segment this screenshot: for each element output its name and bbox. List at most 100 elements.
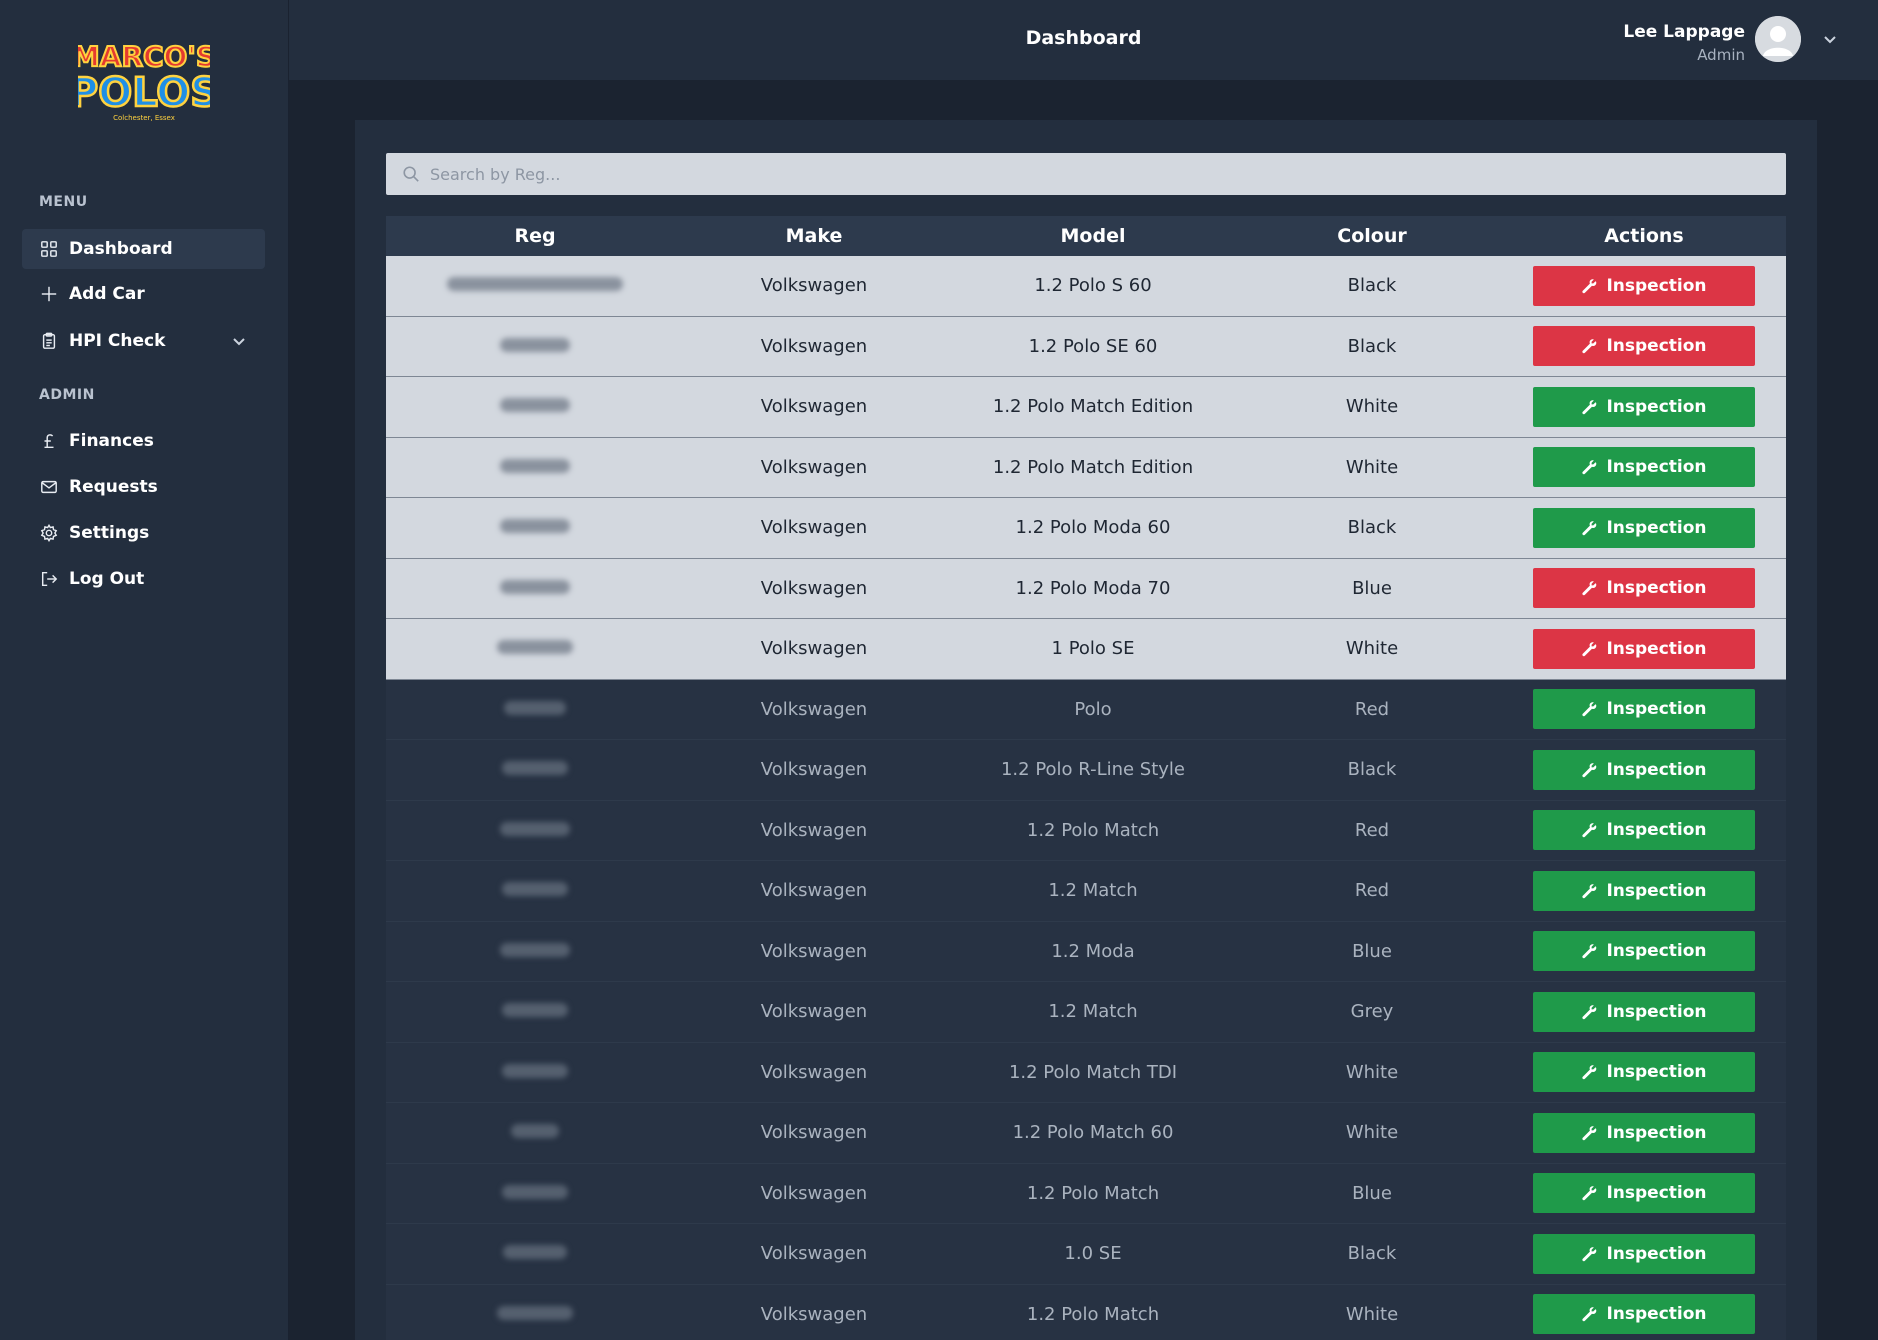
cell-reg bbox=[386, 578, 684, 599]
header-reg: Reg bbox=[514, 225, 556, 247]
wrench-icon bbox=[1582, 944, 1597, 959]
cell-model: 1.2 Moda bbox=[1051, 940, 1135, 962]
wrench-icon bbox=[1582, 763, 1597, 777]
reg-redacted bbox=[504, 700, 566, 715]
inspection-label: Inspection bbox=[1606, 941, 1707, 962]
inspection-button[interactable]: Inspection bbox=[1533, 447, 1755, 488]
cell-make: Volkswagen bbox=[760, 275, 868, 297]
table-row: Volkswagen Polo Red Inspection bbox=[386, 679, 1786, 740]
admin-heading: ADMIN bbox=[39, 387, 95, 403]
cell-make: Volkswagen bbox=[760, 396, 868, 418]
cell-colour: Black bbox=[1347, 335, 1397, 357]
cell-reg bbox=[386, 638, 684, 659]
sidebar-item-label: Add Car bbox=[69, 284, 145, 304]
cell-colour: Blue bbox=[1352, 1182, 1392, 1204]
inspection-button[interactable]: Inspection bbox=[1533, 749, 1755, 790]
inspection-button[interactable]: Inspection bbox=[1533, 810, 1755, 851]
cell-reg bbox=[386, 699, 684, 720]
wrench-icon bbox=[1582, 339, 1597, 354]
table-row: Volkswagen 1.2 Polo Match Edition White Ins… bbox=[386, 437, 1786, 498]
inspection-button[interactable]: Inspection bbox=[1533, 870, 1755, 911]
inspection-button[interactable]: Inspection bbox=[1533, 1233, 1755, 1274]
reg-redacted bbox=[500, 942, 570, 957]
inspection-button[interactable]: Inspection bbox=[1533, 689, 1755, 730]
inspection-label: Inspection bbox=[1606, 638, 1707, 659]
table-row: Volkswagen 1.2 Polo SE 60 Black Inspection bbox=[386, 316, 1786, 377]
cell-reg bbox=[386, 1122, 684, 1143]
inspection-button[interactable]: Inspection bbox=[1533, 568, 1755, 609]
cell-reg bbox=[386, 336, 684, 357]
chevron-down-icon[interactable] bbox=[231, 333, 247, 354]
inspection-button[interactable]: Inspection bbox=[1533, 1294, 1755, 1335]
user-name[interactable]: Lee Lappage bbox=[1623, 22, 1745, 42]
table-body: Volkswagen 1.2 Polo S 60 Black Inspection Vo… bbox=[386, 256, 1786, 1340]
table-row: Volkswagen 1.2 Polo Match 60 White Inspecti… bbox=[386, 1103, 1786, 1164]
sidebar-item-label: Settings bbox=[69, 523, 150, 543]
reg-redacted bbox=[502, 1184, 568, 1199]
reg-redacted bbox=[500, 398, 570, 413]
sidebar-item-requests[interactable]: Requests bbox=[22, 467, 265, 507]
table-row: Volkswagen 1.2 Match Red Inspection bbox=[386, 861, 1786, 922]
sidebar-item-finances[interactable]: Finances bbox=[22, 421, 265, 461]
inspection-label: Inspection bbox=[1606, 1183, 1707, 1204]
inspection-label: Inspection bbox=[1606, 1001, 1707, 1022]
reg-redacted bbox=[502, 761, 568, 776]
logo-line2: POLOS bbox=[78, 70, 210, 116]
cell-model: 1 Polo SE bbox=[1051, 638, 1135, 660]
sidebar-item-settings[interactable]: Settings bbox=[22, 513, 265, 553]
inspection-button[interactable]: Inspection bbox=[1533, 1112, 1755, 1153]
cell-colour: Black bbox=[1347, 1243, 1397, 1265]
reg-redacted bbox=[500, 821, 570, 836]
cell-make: Volkswagen bbox=[760, 1001, 868, 1023]
inspection-button[interactable]: Inspection bbox=[1533, 991, 1755, 1032]
sidebar-item-hpi-check[interactable]: HPI Check bbox=[22, 321, 265, 361]
table-row: Volkswagen 1.2 Polo R-Line Style Black Insp… bbox=[386, 740, 1786, 801]
inspection-button[interactable]: Inspection bbox=[1533, 386, 1755, 427]
wrench-icon bbox=[1582, 460, 1597, 475]
inspection-label: Inspection bbox=[1606, 699, 1707, 720]
wrench-icon bbox=[1582, 521, 1597, 535]
user-menu-chevron-icon[interactable] bbox=[1822, 31, 1838, 51]
inspection-button[interactable]: Inspection bbox=[1533, 1173, 1755, 1214]
inspection-button[interactable]: Inspection bbox=[1533, 931, 1755, 972]
search-bar[interactable] bbox=[386, 153, 1786, 195]
cell-make: Volkswagen bbox=[760, 577, 868, 599]
cell-colour: White bbox=[1345, 396, 1399, 418]
cell-actions: Inspection bbox=[1502, 991, 1786, 1032]
search-input[interactable] bbox=[430, 164, 1770, 184]
cell-colour: White bbox=[1345, 1061, 1399, 1083]
inspection-button[interactable]: Inspection bbox=[1533, 326, 1755, 367]
header-make: Make bbox=[785, 225, 843, 247]
cars-table: Reg Make Model Colour Actions Volkswagen… bbox=[386, 216, 1786, 1340]
inspection-button[interactable]: Inspection bbox=[1533, 1052, 1755, 1093]
logout-icon bbox=[39, 569, 59, 589]
table-row: Volkswagen 1.2 Match Grey Inspection bbox=[386, 982, 1786, 1043]
cell-model: 1.2 Match bbox=[1048, 880, 1138, 902]
sidebar-item-label: Requests bbox=[69, 477, 158, 497]
cell-colour: White bbox=[1345, 638, 1399, 660]
wrench-icon bbox=[1582, 1126, 1597, 1140]
avatar[interactable] bbox=[1755, 16, 1801, 62]
sidebar-item-log-out[interactable]: Log Out bbox=[22, 559, 265, 599]
cell-reg bbox=[386, 396, 684, 417]
cell-make: Volkswagen bbox=[760, 1061, 868, 1083]
cell-make: Volkswagen bbox=[760, 638, 868, 660]
cell-model: Polo bbox=[1074, 698, 1112, 720]
reg-redacted bbox=[502, 1003, 568, 1018]
inspection-button[interactable]: Inspection bbox=[1533, 628, 1755, 669]
inspection-button[interactable]: Inspection bbox=[1533, 507, 1755, 548]
cell-model: 1.2 Polo Match 60 bbox=[1012, 1122, 1174, 1144]
wrench-icon bbox=[1582, 279, 1597, 293]
sidebar-item-add-car[interactable]: Add Car bbox=[22, 274, 265, 314]
cell-make: Volkswagen bbox=[760, 1182, 868, 1204]
cell-reg bbox=[386, 1304, 684, 1325]
cell-model: 1.2 Polo Match bbox=[1026, 1182, 1160, 1204]
inspection-label: Inspection bbox=[1606, 1122, 1707, 1143]
inspection-button[interactable]: Inspection bbox=[1533, 265, 1755, 306]
cell-actions: Inspection bbox=[1502, 1233, 1786, 1274]
brand-logo[interactable]: MARCO'S POLOS Colchester, Essex bbox=[68, 28, 221, 124]
reg-redacted bbox=[511, 1124, 559, 1139]
sidebar-item-dashboard[interactable]: Dashboard bbox=[22, 229, 265, 269]
cell-make: Volkswagen bbox=[760, 335, 868, 357]
cell-actions: Inspection bbox=[1502, 568, 1786, 609]
